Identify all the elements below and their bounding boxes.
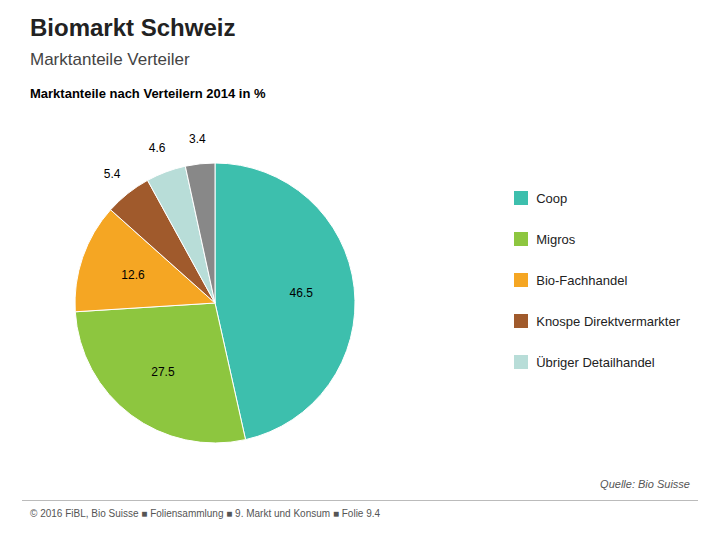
- svg-text:27.5: 27.5: [151, 365, 175, 379]
- html-text:Coop: Coop: [536, 190, 568, 206]
- html-text:© 2016 FiBL, Bio Suisse ■ Foli: © 2016 FiBL, Bio Suisse ■ Foliensammlung…: [30, 508, 381, 519]
- html-text:Marktanteile Verteiler: Marktanteile Verteiler: [30, 50, 190, 69]
- svg-text:3.4: 3.4: [189, 132, 206, 146]
- html-text:Marktanteile nach Verteilern 2: Marktanteile nach Verteilern 2014 in %: [30, 86, 266, 101]
- svg-text:4.6: 4.6: [149, 141, 166, 155]
- svg-text:5.4: 5.4: [104, 167, 121, 181]
- svg-text:12.6: 12.6: [121, 268, 145, 282]
- html-text:Bio-Fachhandel: Bio-Fachhandel: [536, 272, 628, 288]
- html-text:Migros: Migros: [536, 231, 576, 247]
- html-text:Biomarkt Schweiz: Biomarkt Schweiz: [30, 14, 236, 41]
- svg-text:46.5: 46.5: [290, 286, 314, 300]
- html-text:Knospe Direktvermarkter: Knospe Direktvermarkter: [536, 313, 680, 329]
- html-text:Übriger Detailhandel: Übriger Detailhandel: [536, 354, 655, 370]
- html-text:Quelle: Bio Suisse: Quelle: Bio Suisse: [600, 478, 690, 490]
